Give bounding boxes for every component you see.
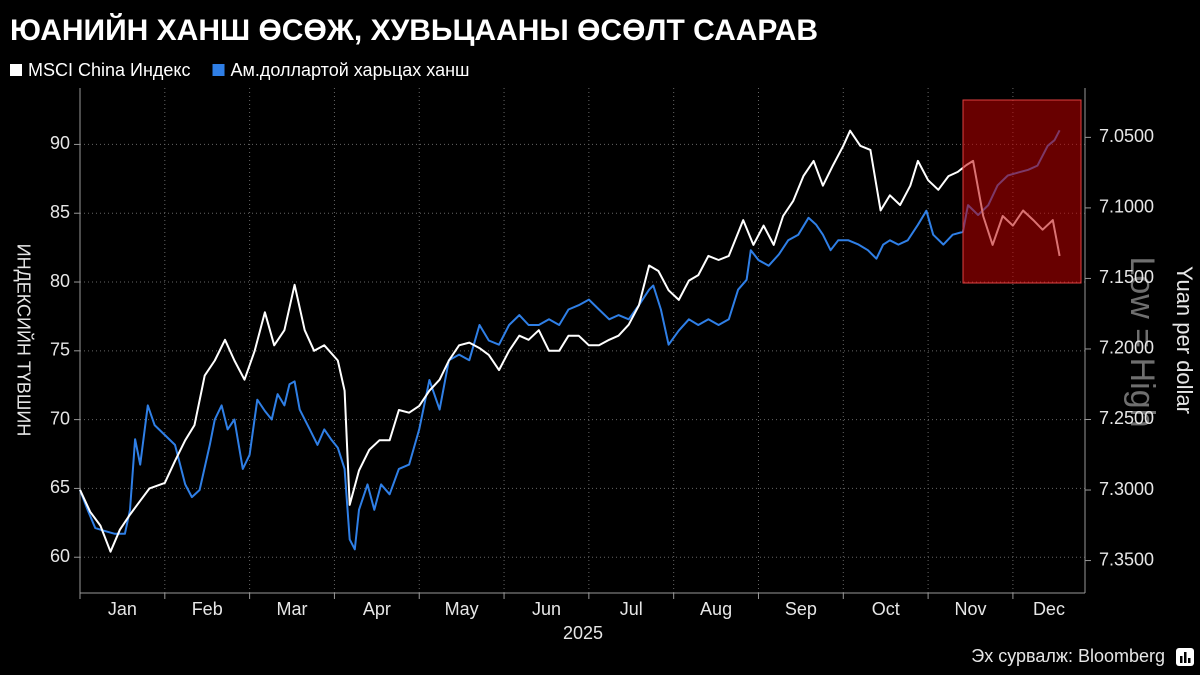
y-tick-label: 80 (50, 271, 70, 291)
y2-tick-label: 7.0500 (1099, 126, 1154, 146)
x-tick-label: May (445, 599, 479, 619)
y-axis-label: ИНДЕКСИЙН ТҮВШИН (13, 244, 34, 437)
x-tick-label: Nov (954, 599, 986, 619)
highlight-box (962, 99, 1082, 284)
source: Эх сурвалж: Bloomberg (971, 646, 1165, 666)
series-line (79, 129, 1061, 553)
x-tick-label: Aug (700, 599, 732, 619)
x-tick-label: Sep (785, 599, 817, 619)
bloomberg-icon (1176, 648, 1194, 666)
x-tick-label: Jan (108, 599, 137, 619)
series-line (79, 129, 1061, 551)
legend-swatch (212, 64, 225, 76)
y2-tick-label: 7.2500 (1099, 408, 1154, 428)
x-tick-label: Mar (277, 599, 308, 619)
y2-tick-label: 7.3500 (1099, 549, 1154, 569)
x-tick-label: Feb (192, 599, 223, 619)
x-tick-label: Apr (363, 599, 391, 619)
y2-tick-label: 7.3000 (1099, 479, 1154, 499)
y2-tick-label: 7.2000 (1099, 338, 1154, 358)
x-tick-label: Jun (532, 599, 561, 619)
x-tick-label: Jul (620, 599, 643, 619)
legend-swatch (10, 64, 22, 76)
y-tick-label: 85 (50, 202, 70, 222)
y-tick-label: 90 (50, 133, 70, 153)
y2-tick-label: 7.1500 (1099, 267, 1154, 287)
x-tick-label: Dec (1033, 599, 1065, 619)
y2-tick-label: 7.1000 (1099, 197, 1154, 217)
y-tick-label: 70 (50, 408, 70, 428)
y2-axis-label: Yuan per dollar (1172, 266, 1197, 414)
legend-label: Ам.доллартой харьцах ханш (231, 60, 470, 80)
annotation: Low = High (1123, 256, 1161, 427)
legend-label: MSCI China Индекс (28, 60, 191, 80)
x-tick-label: Oct (872, 599, 900, 619)
x-axis-label: 2025 (563, 623, 603, 643)
y-tick-label: 60 (50, 546, 70, 566)
y-tick-label: 75 (50, 340, 70, 360)
chart-title: ЮАНИЙН ХАНШ ӨСӨЖ, ХУВЬЦААНЫ ӨСӨЛТ СААРАВ (10, 13, 818, 47)
y-tick-label: 65 (50, 477, 70, 497)
